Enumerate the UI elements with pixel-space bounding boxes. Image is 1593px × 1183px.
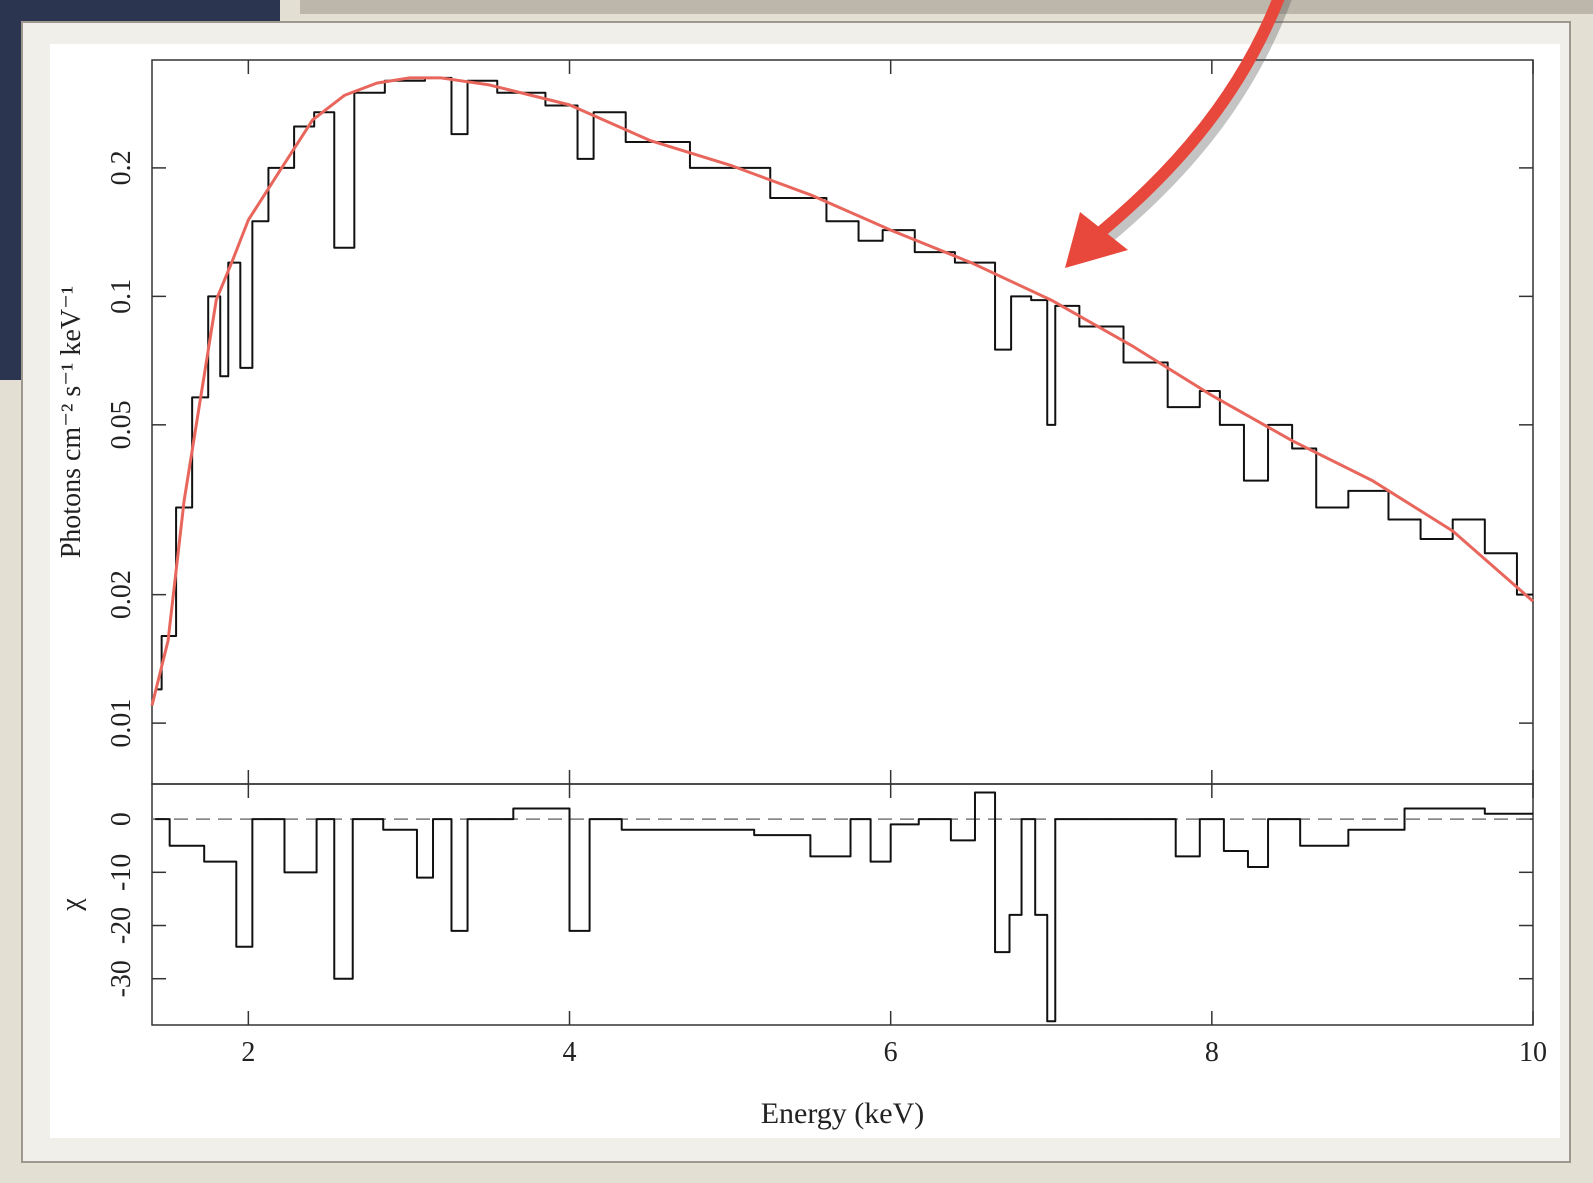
plot-frame <box>151 783 1534 1026</box>
model-line <box>150 76 1534 706</box>
data-line <box>155 76 1533 691</box>
x-tick-label: 8 <box>1205 1037 1219 1068</box>
y-tick-label: -20 <box>106 907 137 944</box>
y-axis-label: χ <box>56 898 87 912</box>
arrow-shaft <box>1081 0 1285 250</box>
y-tick-label: 0.01 <box>106 699 137 748</box>
data-line <box>155 791 1533 1023</box>
x-tick-label: 2 <box>241 1037 255 1068</box>
y-tick-label: 0.2 <box>106 150 137 185</box>
x-tick-label: 4 <box>563 1037 577 1068</box>
y-tick-label: -30 <box>106 960 137 997</box>
y-axis-label: Photons cm⁻² s⁻¹ keV⁻¹ <box>56 286 87 559</box>
y-tick-label: -10 <box>106 854 137 891</box>
window-edge <box>300 0 1593 14</box>
x-axis-label: Energy (keV) <box>761 1097 925 1130</box>
x-tick-label: 10 <box>1519 1037 1547 1068</box>
y-tick-label: 0.05 <box>106 400 137 449</box>
y-tick-label: 0 <box>106 812 137 826</box>
figure-card <box>50 44 1560 1138</box>
y-tick-label: 0.1 <box>106 279 137 314</box>
plots: 0.01 0.02 0.05 0.1 0.2 Photons cm⁻² s⁻¹ keV⁻¹… <box>56 59 1547 1130</box>
arrow-head <box>1065 212 1128 268</box>
x-tick-label: 6 <box>884 1037 898 1068</box>
y-tick-label: 0.02 <box>106 570 137 619</box>
